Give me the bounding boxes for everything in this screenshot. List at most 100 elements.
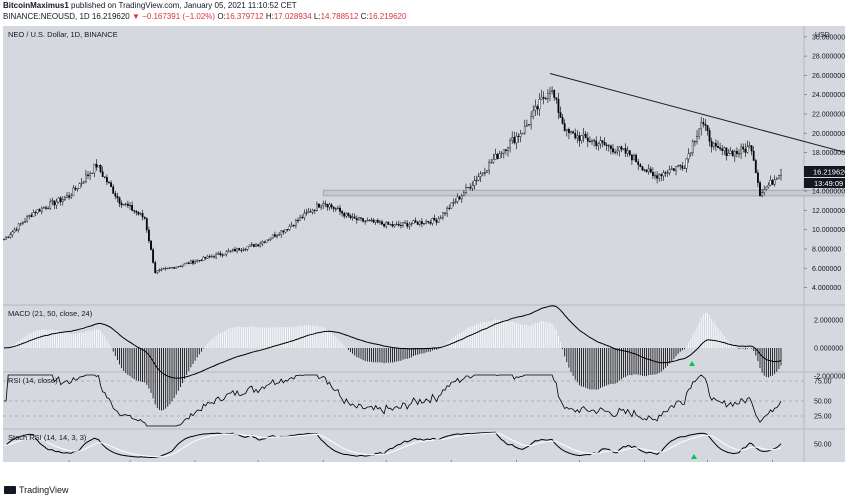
candle-body	[498, 153, 501, 159]
stoch-tick-label: 50.00	[814, 442, 832, 449]
candle-body	[198, 259, 201, 261]
candle-body	[223, 253, 226, 256]
candle-body	[584, 133, 587, 139]
candle-body	[234, 249, 236, 252]
candle-body	[204, 256, 207, 259]
candle-body	[750, 145, 753, 152]
candle-body	[710, 141, 713, 148]
candle-body	[691, 141, 694, 153]
candle-body	[126, 203, 129, 206]
close-label: C:	[360, 12, 369, 21]
candle-body	[628, 150, 631, 156]
chart-header: BitcoinMaximus1 published on TradingView…	[0, 0, 850, 24]
candle-body	[536, 106, 539, 110]
author-name[interactable]: BitcoinMaximus1	[3, 1, 69, 10]
candle-body	[618, 146, 621, 152]
candle-body	[681, 165, 684, 169]
candle-body	[767, 184, 770, 188]
candle-body	[307, 211, 310, 213]
candle-body	[208, 256, 211, 258]
price-tick-label: 10.000000	[812, 227, 845, 234]
candle-body	[553, 89, 556, 98]
candle-body	[729, 150, 732, 154]
candle-body	[168, 267, 171, 269]
open-value: 16.379712	[225, 12, 264, 21]
candle-body	[189, 260, 192, 264]
candle-body	[341, 211, 343, 214]
candle-body	[175, 266, 178, 269]
candle-body	[742, 146, 745, 150]
candle-body	[80, 182, 83, 184]
candle-body	[34, 212, 37, 214]
candle-body	[654, 175, 656, 177]
candle-body	[194, 261, 196, 264]
candle-body	[316, 203, 318, 211]
candle-body	[26, 216, 28, 222]
candle-body	[513, 137, 516, 144]
candle-body	[303, 212, 306, 219]
candle-body	[771, 180, 774, 185]
candle-body	[725, 147, 728, 156]
candle-body	[523, 125, 526, 134]
macd-histogram	[5, 312, 782, 411]
candle-body	[179, 266, 182, 268]
candle-body	[492, 159, 495, 163]
candle-body	[778, 175, 780, 180]
high-label: H:	[265, 12, 274, 21]
candle-body	[150, 240, 152, 250]
candle-body	[763, 189, 766, 193]
stoch-d-line	[4, 432, 782, 458]
candle-body	[362, 218, 364, 222]
candle-body	[364, 220, 367, 222]
price-tick-label: 28.000000	[812, 54, 845, 61]
candle-body	[395, 223, 398, 225]
candle-body	[754, 160, 757, 174]
descending-trendline[interactable]	[549, 72, 850, 158]
chart-canvas[interactable]: NEO / U.S. Dollar, 1D, BINANCE MACD (21,…	[3, 26, 850, 474]
candle-body	[185, 262, 188, 264]
support-zone[interactable]	[322, 189, 850, 197]
candle-body	[605, 144, 608, 146]
candle-body	[334, 208, 337, 210]
countdown-value: 13:49:09	[814, 179, 843, 188]
candle-body	[507, 147, 509, 151]
candle-body	[49, 201, 52, 209]
candle-body	[131, 205, 133, 211]
candle-body	[145, 218, 148, 231]
chart-area[interactable]: NEO / U.S. Dollar, 1D, BINANCE MACD (21,…	[3, 26, 850, 474]
candle-body	[597, 143, 600, 146]
price-scale[interactable]: 30.000000 28.000000 26.000000 24.000000 22.0…	[804, 34, 845, 292]
candle-body	[330, 204, 333, 208]
candle-body	[454, 201, 457, 203]
candle-body	[738, 153, 740, 155]
candle-body	[53, 200, 56, 206]
time-axis[interactable]: FebMarAprMayJunJulAugSepOctNovDec2021	[63, 460, 780, 474]
candle-body	[704, 123, 707, 126]
tradingview-logo[interactable]: TradingView	[4, 485, 69, 495]
candle-body	[72, 187, 75, 196]
candle-body	[538, 99, 541, 110]
candle-body	[637, 161, 640, 165]
candle-body	[660, 174, 663, 177]
candle-body	[412, 220, 415, 224]
candle-body	[685, 158, 688, 169]
candle-body	[599, 140, 602, 145]
price-tick-label: 6.000000	[812, 266, 841, 273]
candle-body	[164, 268, 167, 270]
candle-body	[540, 97, 543, 100]
candle-body	[442, 212, 444, 218]
candle-body	[240, 250, 243, 252]
candle-body	[712, 143, 715, 148]
candle-body	[309, 211, 312, 213]
candle-body	[227, 250, 230, 252]
candle-body	[576, 135, 579, 139]
candle-body	[574, 132, 577, 139]
candle-body	[614, 151, 617, 153]
candle-body	[475, 180, 478, 182]
candle-body	[570, 131, 572, 133]
candle-body	[765, 186, 768, 190]
price-tick-label: 22.000000	[812, 111, 845, 118]
candle-body	[595, 140, 598, 146]
candle-body	[450, 202, 453, 209]
